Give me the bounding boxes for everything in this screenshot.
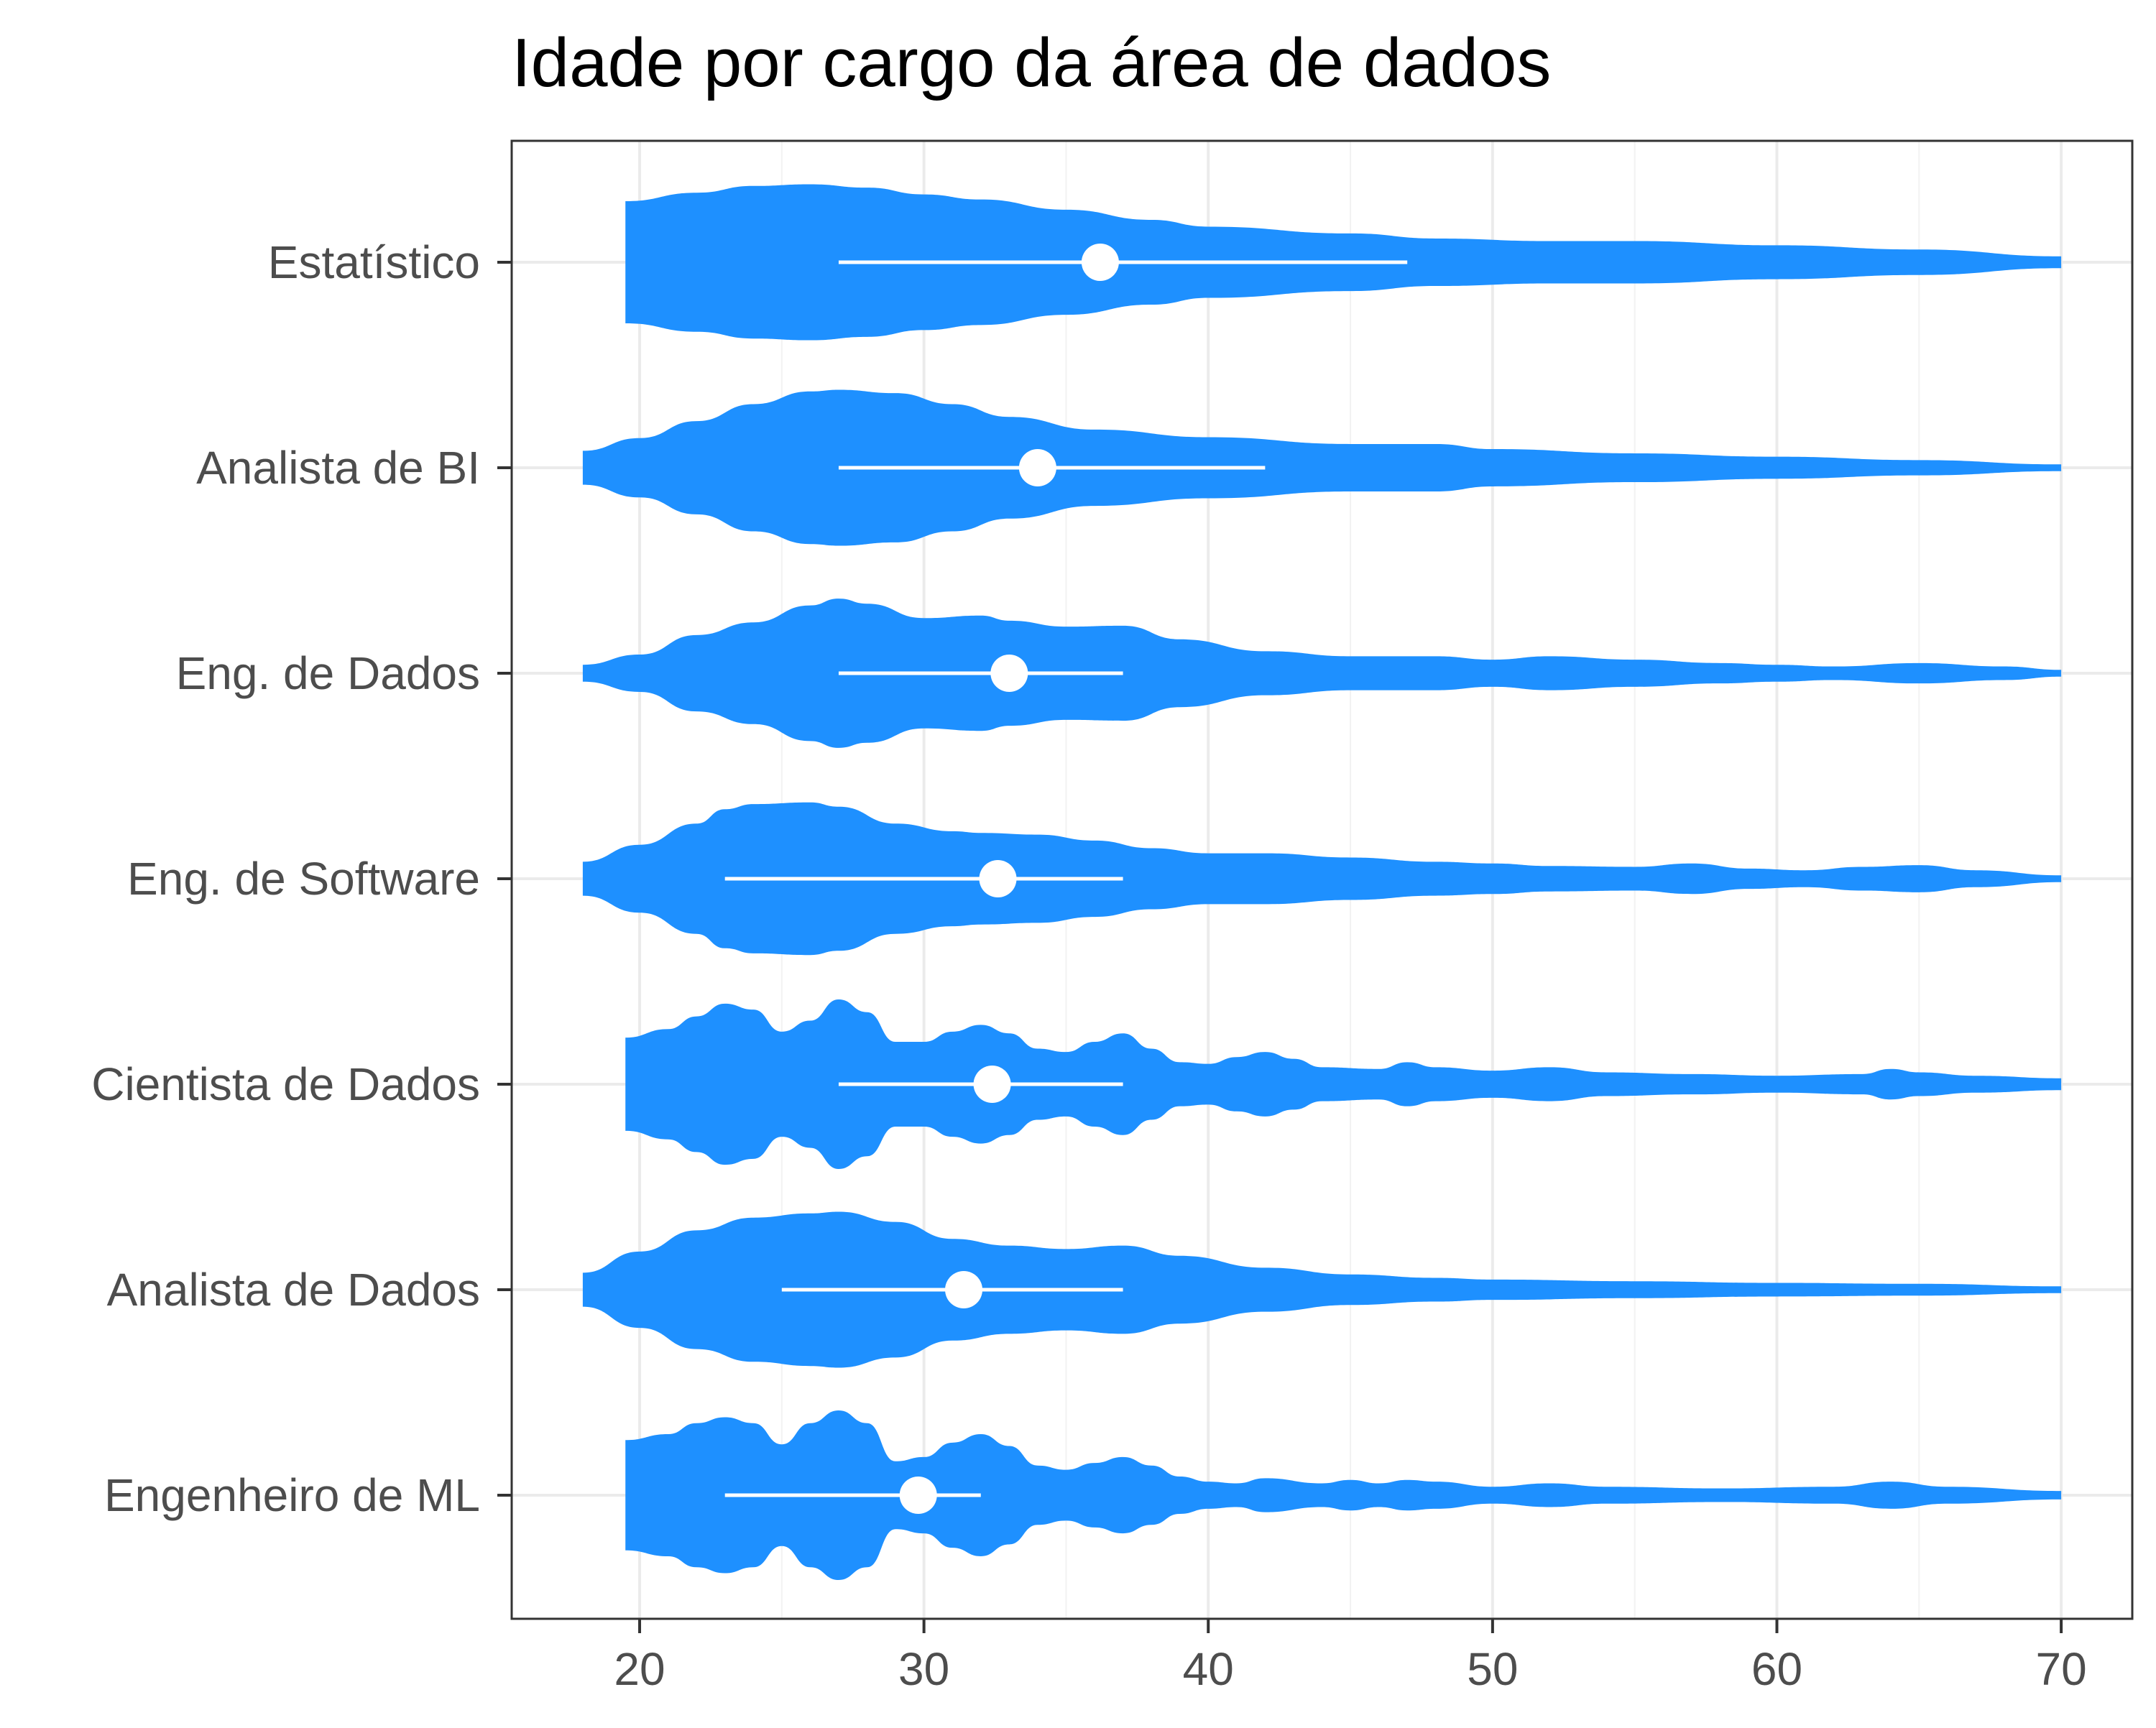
mean-point-eng-de-software — [979, 860, 1017, 897]
y-tick-label-analista-de-bi: Analista de BI — [196, 442, 480, 494]
y-tick-label-analista-de-dados: Analista de Dados — [107, 1264, 480, 1316]
summary-layer — [724, 244, 1408, 1514]
x-tick-label: 30 — [898, 1643, 949, 1695]
mean-point-engenheiro-de-ml — [899, 1477, 937, 1514]
y-tick-label-eng-de-software: Eng. de Software — [127, 853, 480, 905]
chart-title: Idade por cargo da área de dados — [512, 24, 1551, 101]
x-tick-label: 40 — [1183, 1643, 1234, 1695]
x-tick-label: 50 — [1467, 1643, 1518, 1695]
violin-eng-de-dados — [582, 599, 2062, 748]
violin-cientista-de-dados — [625, 999, 2062, 1169]
mean-point-analista-de-bi — [1018, 449, 1056, 486]
violin-layer — [582, 184, 2062, 1580]
violin-analista-de-bi — [582, 389, 2062, 546]
mean-point-estatistico — [1081, 244, 1119, 281]
x-tick-label: 60 — [1751, 1643, 1802, 1695]
x-tick-label: 20 — [614, 1643, 665, 1695]
y-tick-label-eng-de-dados: Eng. de Dados — [176, 647, 480, 699]
violin-analista-de-dados — [582, 1211, 2062, 1368]
mean-point-cientista-de-dados — [973, 1066, 1011, 1103]
y-tick-label-engenheiro-de-ml: Engenheiro de ML — [104, 1469, 480, 1521]
panel-border — [510, 139, 2134, 1620]
mean-point-eng-de-dados — [990, 655, 1028, 692]
x-tick-label: 70 — [2036, 1643, 2087, 1695]
axis-layer: Estatístico Analista de BI Eng. de Dados En… — [91, 236, 2086, 1695]
mean-point-analista-de-dados — [945, 1271, 983, 1308]
violin-engenheiro-de-ml — [625, 1410, 2062, 1580]
y-tick-label-cientista-de-dados: Cientista de Dados — [91, 1058, 480, 1110]
violin-eng-de-software — [582, 802, 2062, 956]
y-tick-label-estatistico: Estatístico — [268, 236, 480, 288]
